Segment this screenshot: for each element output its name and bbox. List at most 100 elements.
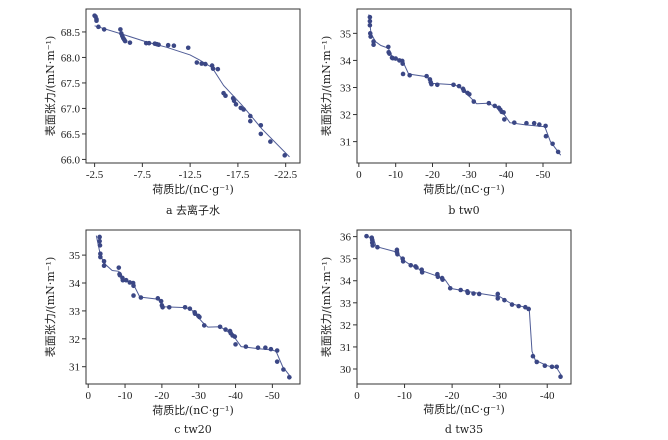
x-tick-label: -30 xyxy=(191,390,206,402)
x-tick-label: -40 xyxy=(540,390,555,402)
data-point xyxy=(255,345,261,351)
data-point xyxy=(458,287,463,293)
data-point xyxy=(367,18,373,24)
data-point xyxy=(248,113,253,119)
data-point xyxy=(419,270,425,275)
data-point xyxy=(98,251,103,257)
data-point xyxy=(375,244,380,250)
y-tick-label: 66.0 xyxy=(61,154,81,166)
y-tick-label: 33 xyxy=(69,306,81,318)
data-point xyxy=(116,265,122,270)
x-tick-label: -30 xyxy=(462,169,477,181)
x-tick-label: -20 xyxy=(445,390,460,402)
y-tick-label: 33 xyxy=(340,298,352,310)
y-tick-label: 34 xyxy=(69,278,81,290)
data-point xyxy=(447,285,453,291)
data-point xyxy=(471,99,477,104)
data-point xyxy=(495,296,501,301)
data-point xyxy=(155,296,161,301)
data-point xyxy=(386,44,391,50)
data-point xyxy=(537,122,542,127)
y-tick-label: 67.5 xyxy=(61,78,81,90)
x-tick-label: -50 xyxy=(536,169,551,181)
data-point xyxy=(215,66,221,72)
data-point xyxy=(495,291,501,297)
data-point xyxy=(408,263,414,268)
y-tick-label: 31 xyxy=(340,137,351,149)
data-point xyxy=(282,153,288,158)
data-point xyxy=(364,233,369,239)
y-tick-label: 34 xyxy=(340,276,352,288)
data-point xyxy=(217,324,223,330)
x-tick-label: 0 xyxy=(356,169,362,181)
data-point xyxy=(471,291,476,296)
data-point xyxy=(268,139,273,144)
data-point xyxy=(526,306,531,312)
y-axis-label: 表面张力/(mN·m⁻¹) xyxy=(43,36,57,137)
data-point xyxy=(531,120,537,126)
data-point xyxy=(501,110,506,115)
y-tick-label: 31 xyxy=(340,342,351,354)
x-tick-label: -50 xyxy=(265,390,280,402)
subplot-b: 0 -10 -20 -30 -40 -50 31 32 33 34 35 荷质比/(nC·g⁻¹) 表面… xyxy=(319,8,572,217)
y-axis-label: 表面张力/(mN·m⁻¹) xyxy=(319,36,333,137)
data-point xyxy=(274,359,280,364)
data-point xyxy=(194,60,200,65)
data-point xyxy=(166,304,172,310)
data-point xyxy=(543,123,548,129)
y-tick-label: 35 xyxy=(340,254,352,266)
data-point xyxy=(400,71,406,77)
data-point xyxy=(231,98,237,104)
data-point xyxy=(96,24,101,30)
data-point xyxy=(371,42,376,48)
x-tick-label: -40 xyxy=(228,390,243,402)
data-point xyxy=(241,107,246,112)
data-point xyxy=(187,306,193,311)
y-tick-label: 32 xyxy=(340,320,351,332)
data-point xyxy=(258,122,264,128)
data-point xyxy=(120,277,126,283)
y-tick-label: 35 xyxy=(340,28,352,40)
x-tick-label: 0 xyxy=(354,390,360,402)
data-point xyxy=(429,81,434,87)
data-point xyxy=(440,277,445,282)
data-point xyxy=(203,61,208,67)
subplot-c: 0 -10 -20 -30 -40 -50 31 32 33 34 35 荷质比/(nC·g⁻¹) 表面… xyxy=(43,229,301,436)
data-point xyxy=(407,73,412,78)
x-axis-label: 荷质比/(nC·g⁻¹) xyxy=(423,403,505,416)
data-point xyxy=(127,40,133,45)
data-point xyxy=(434,82,440,88)
data-point xyxy=(502,117,507,122)
data-point xyxy=(192,311,198,316)
data-point xyxy=(98,254,103,260)
y-tick-label: 68.5 xyxy=(61,27,81,39)
data-point xyxy=(368,34,373,39)
data-point xyxy=(456,83,462,89)
data-point xyxy=(524,120,529,126)
x-tick-label: -30 xyxy=(492,390,507,402)
x-axis-label: 荷质比/(nC·g⁻¹) xyxy=(423,183,505,196)
data-point xyxy=(156,42,161,47)
y-tick-label: 66.5 xyxy=(61,129,81,141)
y-tick-label: 31 xyxy=(69,362,80,374)
y-tick-label: 33 xyxy=(340,82,352,94)
x-tick-label: -22.5 xyxy=(274,169,297,181)
data-point xyxy=(101,258,107,264)
data-point xyxy=(367,22,373,28)
fit-line xyxy=(95,235,292,379)
y-tick-label: 35 xyxy=(69,250,81,262)
data-point xyxy=(131,283,136,289)
plot-frame xyxy=(85,8,301,164)
x-tick-label: -10 xyxy=(397,390,412,402)
data-point xyxy=(367,14,373,20)
data-point xyxy=(232,334,238,339)
x-axis-label: 荷质比/(nC·g⁻¹) xyxy=(152,183,234,196)
data-point xyxy=(223,327,228,332)
data-point xyxy=(393,56,398,61)
data-point xyxy=(492,103,498,109)
data-point xyxy=(268,346,274,352)
plot-frame xyxy=(356,8,572,164)
subplot-caption: a 去离子水 xyxy=(166,203,220,217)
data-point xyxy=(476,291,482,297)
